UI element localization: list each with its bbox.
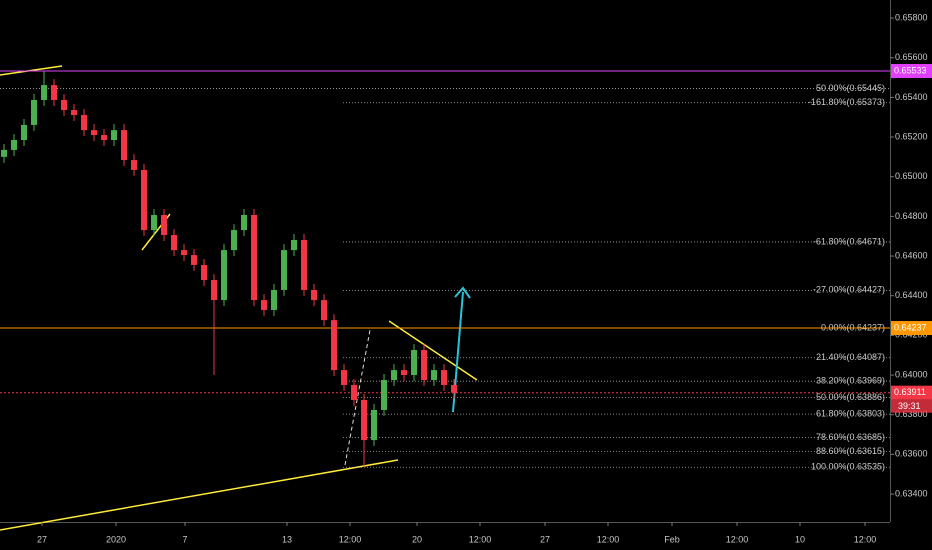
x-tick-label: 13 <box>282 534 292 544</box>
candle-body <box>381 379 387 410</box>
y-tick-label: 0.64600 <box>895 250 928 260</box>
candle-body <box>41 85 47 100</box>
fib-level-label: 50.00%(0.63886) <box>816 392 885 402</box>
trend-line <box>388 320 478 381</box>
fib-level-label: 38.20%(0.63969) <box>816 376 885 386</box>
candle-body <box>221 250 227 301</box>
candle-body <box>311 289 317 301</box>
candle-body <box>421 350 427 380</box>
fib-anchor-line <box>344 329 371 466</box>
y-tick-label: 0.65400 <box>895 92 928 102</box>
fib-level-label: -61.80%(0.64671) <box>813 236 885 246</box>
candle-body <box>31 99 37 125</box>
candle-body <box>111 130 117 141</box>
candle-body <box>241 214 247 231</box>
candle-body <box>401 370 407 376</box>
x-tick-label: 20 <box>412 534 422 544</box>
candle-body <box>51 85 57 100</box>
candle-body <box>151 214 157 231</box>
candle-body <box>1 149 7 157</box>
x-tick-label: 27 <box>540 534 550 544</box>
candle-body <box>341 370 347 385</box>
candle-body <box>171 235 177 251</box>
countdown-tag <box>891 399 932 413</box>
y-tick-label: 0.65600 <box>895 52 928 62</box>
candle-body <box>181 250 187 256</box>
x-tick-label: 12:00 <box>854 534 877 544</box>
candle-body <box>301 239 307 290</box>
y-tick-label: 0.63400 <box>895 488 928 498</box>
candle-body <box>91 130 97 136</box>
candle-body <box>161 214 167 236</box>
fib-level-label: 0.00%(0.64237) <box>821 322 885 332</box>
candle-body <box>141 169 147 231</box>
x-tick-label: 12:00 <box>339 534 362 544</box>
candle-body <box>351 384 357 401</box>
x-tick-label: 27 <box>37 534 47 544</box>
candle-body <box>61 99 67 111</box>
candle-body <box>331 320 337 371</box>
price-tag <box>891 321 932 336</box>
fib-level-label: 78.60%(0.63685) <box>816 432 885 442</box>
fib-level-label: 88.60%(0.63615) <box>816 446 885 456</box>
fib-level-label: 61.80%(0.63803) <box>816 408 885 418</box>
trend-line <box>0 459 399 531</box>
x-tick-label: 12:00 <box>597 534 620 544</box>
candle-body <box>371 409 377 441</box>
candle-body <box>251 214 257 301</box>
candle-body <box>81 115 87 131</box>
y-tick-label: 0.64400 <box>895 290 928 300</box>
candle-body <box>131 160 137 170</box>
candle-body <box>361 400 367 441</box>
y-tick-label: 0.64800 <box>895 211 928 221</box>
price-tag-label: 0.63911 <box>894 387 926 397</box>
candle-body <box>441 370 447 385</box>
countdown: 39:31 <box>898 401 921 411</box>
x-tick-label: 10 <box>795 534 805 544</box>
fib-level-label: 21.40%(0.64087) <box>816 352 885 362</box>
price-tag <box>891 64 932 79</box>
y-tick-label: 0.65200 <box>895 131 928 141</box>
price-tag-label: 0.64237 <box>894 322 927 332</box>
candle-body <box>431 370 437 380</box>
fib-level-label: 100.00%(0.63535) <box>811 462 885 472</box>
price-tag <box>891 385 932 400</box>
candle-body <box>101 135 107 141</box>
candle-body <box>201 264 207 281</box>
candle-body <box>291 239 297 251</box>
x-tick-label: 7 <box>182 534 187 544</box>
candle-body <box>261 300 267 310</box>
candle-body <box>451 384 457 393</box>
x-tick-label: 12:00 <box>469 534 492 544</box>
y-tick-label: 0.63600 <box>895 449 928 459</box>
x-tick-label: 2020 <box>106 534 126 544</box>
x-tick-label: Feb <box>664 534 680 544</box>
candle-body <box>281 250 287 290</box>
candle-body <box>271 289 277 310</box>
y-tick-label: 0.65800 <box>895 12 928 22</box>
candle-body <box>411 350 417 376</box>
candle-body <box>321 300 327 321</box>
x-tick-label: 12:00 <box>726 534 749 544</box>
candle-body <box>231 230 237 251</box>
candle-body <box>391 370 397 380</box>
fib-level-label: 50.00%(0.65445) <box>816 83 885 93</box>
candle-body <box>11 140 17 150</box>
candle-body <box>191 255 197 265</box>
price-tag-label: 0.65533 <box>894 65 927 75</box>
candle-body <box>71 110 77 116</box>
y-tick-label: 0.65000 <box>895 171 928 181</box>
fib-level-label: -27.00%(0.64427) <box>813 285 885 295</box>
candle-body <box>21 124 27 141</box>
y-tick-label: 0.63800 <box>895 409 928 419</box>
y-tick-label: 0.64000 <box>895 369 928 379</box>
arrow-head <box>454 286 471 299</box>
candle-body <box>121 130 127 161</box>
fib-level-label: -161.80%(0.65373) <box>808 97 885 107</box>
trend-line <box>0 65 63 76</box>
candle-body <box>211 280 217 301</box>
